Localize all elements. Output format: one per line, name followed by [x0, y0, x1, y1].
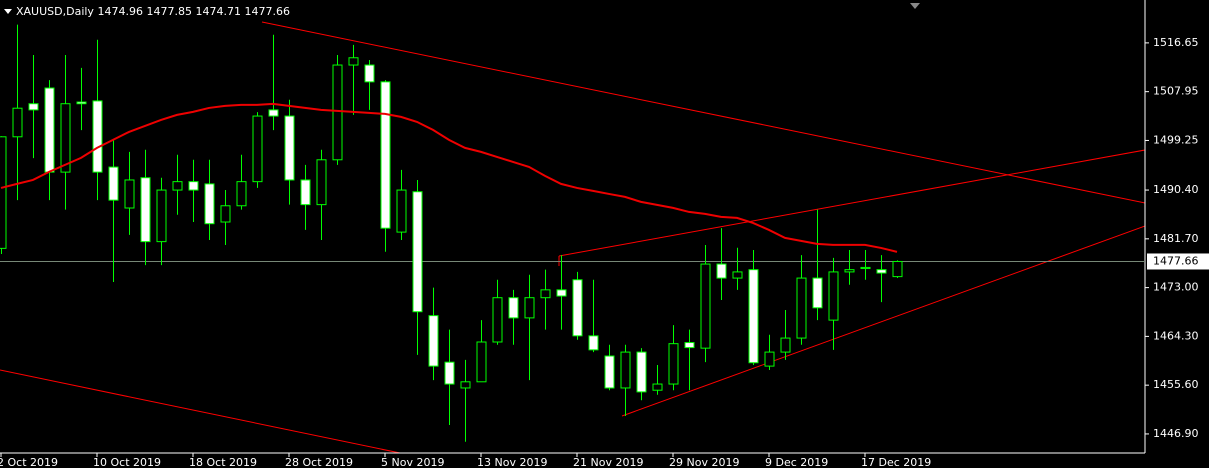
candle-body	[588, 335, 599, 351]
candle-body	[796, 277, 807, 339]
candle-body	[156, 189, 167, 243]
candle-body	[508, 297, 519, 319]
candle-body	[204, 183, 215, 225]
y-tick-label: 1490.40	[1153, 183, 1199, 196]
x-tick-label: 5 Nov 2019	[381, 456, 444, 468]
candle-body	[76, 101, 87, 105]
candle-body	[860, 266, 871, 270]
candle-body	[108, 166, 119, 201]
candle-body	[124, 179, 135, 209]
candle-body	[636, 351, 647, 393]
y-tick-label: 1464.30	[1153, 329, 1199, 342]
candle-body	[716, 263, 727, 279]
candle-body	[60, 103, 71, 173]
trendline	[558, 149, 1146, 257]
candle-body	[172, 181, 183, 191]
moving-average	[0, 102, 898, 253]
candle-body	[668, 343, 679, 385]
candle-body	[12, 107, 23, 138]
candle-body	[28, 103, 39, 111]
candle-body	[252, 115, 263, 183]
symbol: XAUUSD,Daily	[16, 5, 94, 18]
x-tick-label: 29 Nov 2019	[669, 456, 739, 468]
candle-body	[300, 179, 311, 206]
candle-body	[268, 109, 279, 117]
candle-body	[732, 271, 743, 279]
candle-body	[236, 181, 247, 207]
header-close: 1477.66	[244, 5, 290, 18]
candle-body	[220, 205, 231, 223]
header-high: 1477.85	[146, 5, 192, 18]
candle-body	[188, 181, 199, 191]
y-tick-label: 1507.95	[1153, 85, 1199, 98]
header-low: 1474.71	[195, 5, 241, 18]
candle-body	[700, 263, 711, 349]
candle-body	[380, 81, 391, 229]
y-tick-label: 1455.60	[1153, 378, 1199, 391]
chart-header: XAUUSD,Daily 1474.96 1477.85 1474.71 147…	[16, 5, 290, 18]
trendline	[261, 21, 1146, 204]
candle-body	[396, 189, 407, 233]
candle-body	[540, 289, 551, 299]
trendlines	[0, 21, 1146, 454]
candle-body	[492, 297, 503, 343]
x-tick-label: 13 Nov 2019	[477, 456, 547, 468]
candle-body	[844, 269, 855, 273]
y-tick-label: 1499.25	[1153, 133, 1199, 146]
candle-body	[556, 289, 567, 297]
x-tick-label: 2 Oct 2019	[0, 456, 58, 468]
x-tick-label: 18 Oct 2019	[189, 456, 257, 468]
candle-body	[332, 64, 343, 161]
candle-body	[284, 115, 295, 181]
candle-body	[620, 351, 631, 389]
candle-body	[604, 355, 615, 389]
y-tick-label: 1481.70	[1153, 232, 1199, 245]
x-tick-label: 28 Oct 2019	[285, 456, 353, 468]
candle-body	[316, 159, 327, 206]
candle-body	[476, 341, 487, 383]
candle-body	[348, 57, 359, 66]
x-tick-label: 10 Oct 2019	[93, 456, 161, 468]
candle-body	[828, 271, 839, 321]
shift-marker[interactable]	[910, 3, 920, 9]
x-tick-label: 9 Dec 2019	[765, 456, 828, 468]
candle-body	[764, 351, 775, 367]
candle-body	[780, 337, 791, 353]
candle-body	[140, 177, 151, 243]
candle-body	[444, 361, 455, 385]
trendline	[0, 369, 401, 454]
candle-body	[364, 64, 375, 83]
y-tick-label: 1516.65	[1153, 36, 1199, 49]
candle-body	[748, 269, 759, 364]
header-open: 1474.96	[97, 5, 143, 18]
menu-arrow[interactable]	[4, 9, 12, 14]
current-price-box	[1147, 253, 1209, 270]
candle-body	[812, 277, 823, 309]
candle-body	[44, 87, 55, 173]
candle-body	[92, 100, 103, 173]
trendline	[621, 225, 1146, 417]
candle-body	[892, 260, 903, 278]
candle-body	[0, 136, 7, 249]
candle-body	[684, 342, 695, 349]
candle-body	[652, 383, 663, 391]
y-tick-label: 1473.00	[1153, 281, 1199, 294]
candle-body	[524, 297, 535, 319]
candle-body	[460, 381, 471, 389]
current-price-label: 1477.66	[1153, 254, 1199, 267]
x-tick-label: 21 Nov 2019	[573, 456, 643, 468]
candle-body	[428, 315, 439, 367]
y-tick-label: 1446.90	[1153, 427, 1199, 440]
x-tick-label: 17 Dec 2019	[861, 456, 931, 468]
candle-body	[876, 269, 887, 274]
candle-body	[412, 191, 423, 313]
candle-body	[572, 279, 583, 337]
